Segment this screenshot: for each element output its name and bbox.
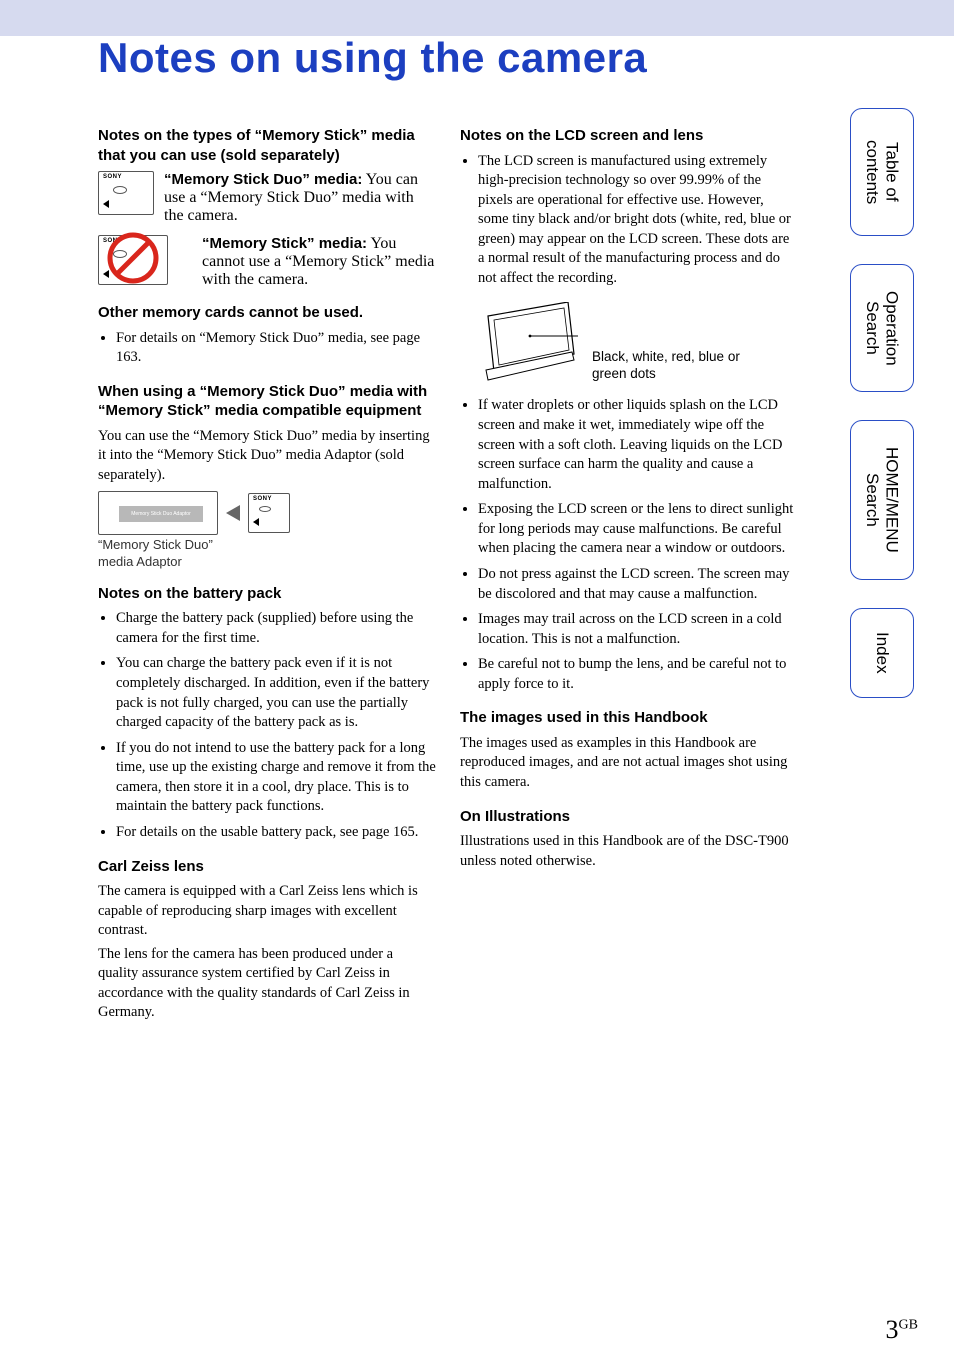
adaptor-diagram: Memory Stick Duo Adaptor bbox=[98, 491, 436, 535]
heading-illustrations: On Illustrations bbox=[460, 807, 798, 827]
tab-label: HOME/MENUSearch bbox=[862, 447, 901, 553]
content-columns: Notes on the types of “Memory Stick” med… bbox=[98, 112, 798, 1023]
list-item: The LCD screen is manufactured using ext… bbox=[478, 152, 798, 289]
tab-label: Index bbox=[872, 632, 892, 674]
top-band bbox=[0, 0, 954, 36]
adaptor-caption: “Memory Stick Duo” media Adaptor bbox=[98, 537, 218, 570]
lcd-diagram: Black, white, red, blue or green dots bbox=[480, 302, 798, 382]
heading-battery: Notes on the battery pack bbox=[98, 584, 436, 604]
heading-zeiss: Carl Zeiss lens bbox=[98, 857, 436, 877]
lcd-list-rest: If water droplets or other liquids splas… bbox=[460, 396, 798, 694]
images-used-text: The images used as examples in this Hand… bbox=[460, 734, 798, 793]
list-item: Images may trail across on the LCD scree… bbox=[478, 610, 798, 649]
side-tabs: Table ofcontents OperationSearch HOME/ME… bbox=[850, 108, 920, 698]
list-item: Be careful not to bump the lens, and be … bbox=[478, 655, 798, 694]
tab-operation-search[interactable]: OperationSearch bbox=[850, 264, 914, 392]
zeiss-p2: The lens for the camera has been produce… bbox=[98, 945, 436, 1023]
heading-lcd: Notes on the LCD screen and lens bbox=[460, 126, 798, 146]
heading-compatible: When using a “Memory Stick Duo” media wi… bbox=[98, 382, 436, 421]
lcd-list-top: The LCD screen is manufactured using ext… bbox=[460, 152, 798, 289]
list-item: Charge the battery pack (supplied) befor… bbox=[116, 609, 436, 648]
list-item: For details on the usable battery pack, … bbox=[116, 823, 436, 843]
list-item: If water droplets or other liquids splas… bbox=[478, 396, 798, 494]
memory-stick-text: “Memory Stick” media: You cannot use a “… bbox=[178, 235, 436, 289]
arrow-left-icon bbox=[226, 505, 240, 521]
heading-memory-types: Notes on the types of “Memory Stick” med… bbox=[98, 126, 436, 165]
list-item: If you do not intend to use the battery … bbox=[116, 739, 436, 817]
tab-index[interactable]: Index bbox=[850, 608, 914, 698]
memory-stick-block: “Memory Stick” media: You cannot use a “… bbox=[98, 235, 436, 289]
compatible-text: You can use the “Memory Stick Duo” media… bbox=[98, 427, 436, 486]
lcd-screen-icon bbox=[480, 302, 580, 382]
list-item: For details on “Memory Stick Duo” media,… bbox=[116, 329, 436, 368]
duo-lead: “Memory Stick Duo” media: bbox=[164, 171, 362, 188]
adaptor-icon: Memory Stick Duo Adaptor bbox=[98, 491, 218, 535]
tab-label: Table ofcontents bbox=[862, 140, 901, 204]
memorystick-duo-icon bbox=[98, 171, 154, 215]
memory-stick-duo-block: “Memory Stick Duo” media: You can use a … bbox=[98, 171, 436, 225]
heading-images-used: The images used in this Handbook bbox=[460, 708, 798, 728]
list-item: You can charge the battery pack even if … bbox=[116, 654, 436, 732]
other-cards-list: For details on “Memory Stick Duo” media,… bbox=[98, 329, 436, 368]
prohibited-icon bbox=[107, 232, 159, 284]
tab-table-of-contents[interactable]: Table ofcontents bbox=[850, 108, 914, 236]
illustrations-text: Illustrations used in this Handbook are … bbox=[460, 832, 798, 871]
page-number-suffix: GB bbox=[899, 1317, 918, 1332]
adaptor-slot-label: Memory Stick Duo Adaptor bbox=[119, 506, 203, 522]
page-number-value: 3 bbox=[886, 1315, 899, 1344]
heading-other-cards: Other memory cards cannot be used. bbox=[98, 303, 436, 323]
lcd-dots-label: Black, white, red, blue or green dots bbox=[592, 349, 762, 383]
tab-home-menu-search[interactable]: HOME/MENUSearch bbox=[850, 420, 914, 580]
memorystick-duo-small-icon bbox=[248, 493, 290, 533]
list-item: Do not press against the LCD screen. The… bbox=[478, 565, 798, 604]
memorystick-icon bbox=[98, 235, 168, 285]
battery-list: Charge the battery pack (supplied) befor… bbox=[98, 609, 436, 842]
memory-stick-duo-text: “Memory Stick Duo” media: You can use a … bbox=[164, 171, 436, 225]
zeiss-p1: The camera is equipped with a Carl Zeiss… bbox=[98, 882, 436, 941]
left-column: Notes on the types of “Memory Stick” med… bbox=[98, 112, 436, 1023]
ms-lead: “Memory Stick” media: bbox=[202, 235, 367, 252]
right-column: Notes on the LCD screen and lens The LCD… bbox=[460, 112, 798, 1023]
page-number: 3GB bbox=[886, 1315, 918, 1345]
list-item: Exposing the LCD screen or the lens to d… bbox=[478, 500, 798, 559]
page-title: Notes on using the camera bbox=[98, 34, 647, 82]
tab-label: OperationSearch bbox=[862, 291, 901, 366]
